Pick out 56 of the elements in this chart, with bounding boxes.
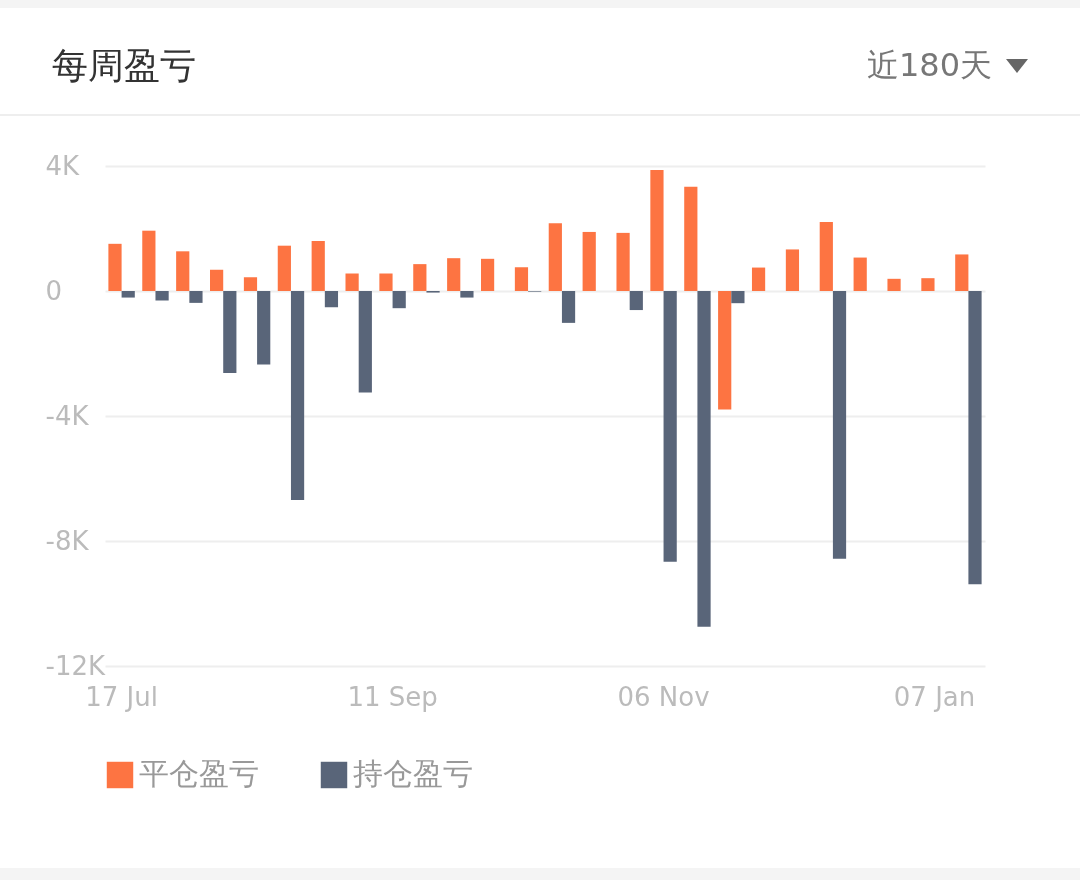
bar: [968, 291, 982, 585]
bar: [650, 170, 664, 291]
bar: [223, 291, 237, 373]
bar: [277, 245, 291, 291]
bar: [121, 291, 135, 298]
text: 近180天: [866, 45, 992, 86]
bar: [731, 291, 745, 304]
bar: [582, 231, 596, 291]
x-tick-label: 06 Nov: [617, 681, 710, 712]
bar: [480, 258, 495, 291]
bar: [663, 291, 677, 562]
bar: [392, 291, 406, 309]
y-tick-label: -4K: [45, 400, 90, 431]
bar: [616, 232, 630, 291]
bar: [629, 291, 643, 311]
bar: [751, 267, 766, 291]
bar: [697, 291, 711, 627]
y-tick-label: -12K: [45, 650, 106, 681]
x-tick-label: 17 Jul: [85, 681, 158, 712]
bar: [548, 223, 562, 291]
bar: [413, 264, 427, 291]
bar: [358, 291, 372, 393]
x-tick-label: 11 Sep: [347, 681, 438, 712]
y-tick-label: -8K: [45, 525, 90, 556]
bar: [514, 267, 529, 291]
bar: [887, 278, 901, 291]
chart-title: 每周盈亏: [52, 44, 196, 88]
bar: [311, 241, 325, 291]
bar: [155, 291, 169, 301]
bar: [921, 278, 935, 291]
bar: [345, 273, 359, 291]
x-tick-label: 07 Jan: [893, 681, 976, 712]
bar: [718, 291, 732, 410]
bar: [176, 251, 190, 291]
y-tick-label: 0: [45, 275, 63, 306]
bar: [819, 221, 833, 291]
bar: [142, 230, 156, 291]
bar: [955, 254, 969, 291]
bar: [853, 257, 867, 291]
legend-label: 持仓盈亏: [353, 756, 473, 791]
bar: [460, 291, 474, 298]
bar: [324, 291, 339, 308]
bar: [290, 291, 305, 501]
bar: [447, 258, 461, 291]
bar: [257, 291, 271, 365]
bar: [108, 243, 122, 291]
bar: [832, 291, 847, 559]
bar: [684, 186, 698, 291]
legend-label: 平仓盈亏: [139, 756, 259, 791]
bar: [785, 249, 800, 291]
bar: [210, 269, 224, 291]
y-tick-label: 4K: [45, 150, 81, 181]
bar: [243, 277, 258, 291]
bar: [379, 273, 393, 291]
bar: [561, 291, 576, 323]
bar: [189, 291, 203, 303]
